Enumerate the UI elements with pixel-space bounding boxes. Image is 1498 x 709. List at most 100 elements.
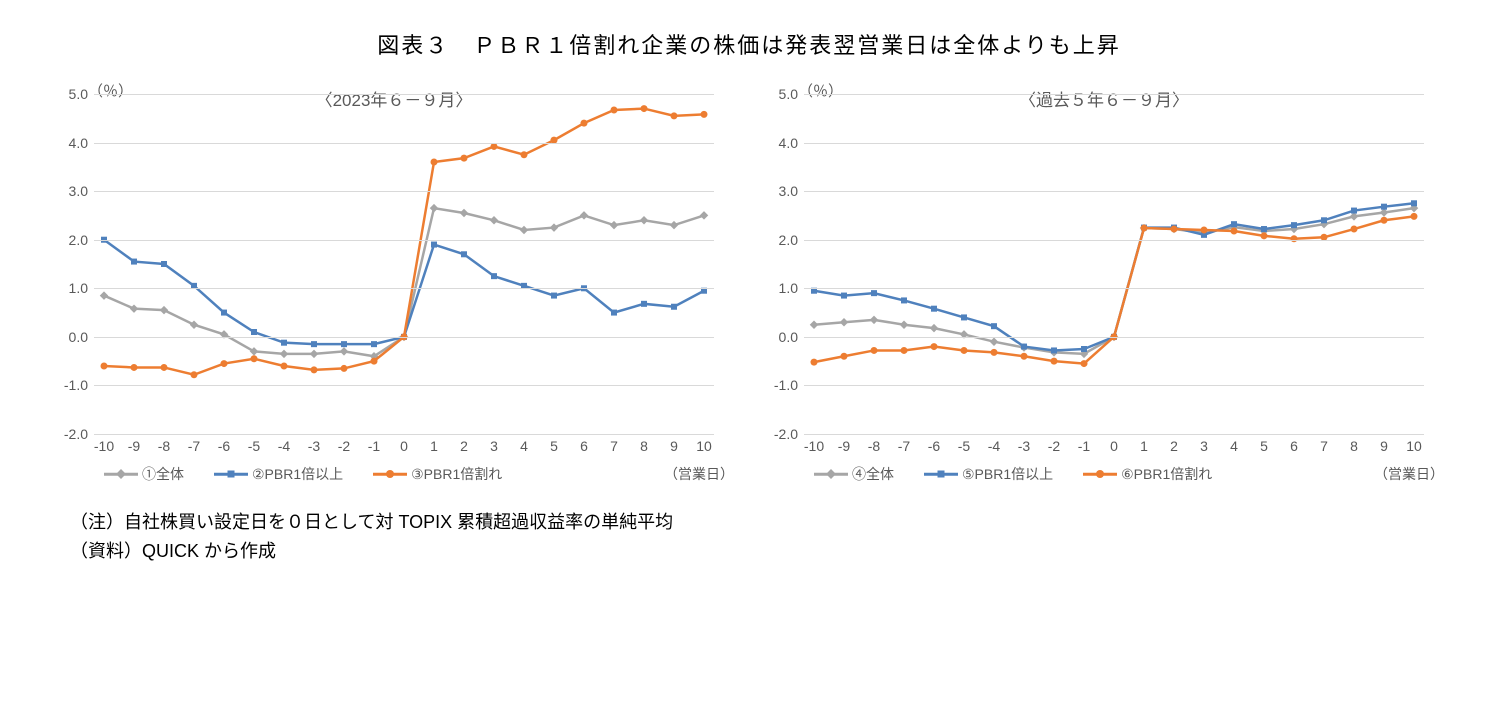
x-tick-label: 4: [1230, 438, 1238, 454]
series-marker: [671, 304, 677, 310]
series-marker: [901, 297, 907, 303]
series-marker: [311, 341, 317, 347]
series-marker: [1411, 200, 1417, 206]
x-tick-label: -1: [1078, 438, 1090, 454]
series-marker: [520, 226, 528, 234]
chart-right-plot: -2.0-1.00.01.02.03.04.05.0: [804, 94, 1424, 434]
series-marker: [1021, 353, 1028, 360]
series-marker: [640, 216, 648, 224]
series-marker: [1171, 226, 1178, 233]
series-marker: [281, 340, 287, 346]
series-marker: [221, 310, 227, 316]
x-tick-label: 0: [400, 438, 408, 454]
series-marker: [811, 359, 818, 366]
series-marker: [310, 350, 318, 358]
series-marker: [611, 310, 617, 316]
series-marker: [460, 209, 468, 217]
y-tick-label: -1.0: [764, 377, 798, 393]
x-tick-label: 2: [460, 438, 468, 454]
y-tick-label: -2.0: [54, 426, 88, 442]
series-marker: [371, 358, 378, 365]
x-tick-label: -6: [218, 438, 230, 454]
series-marker: [1021, 344, 1027, 350]
legend-marker-grey: [814, 468, 848, 480]
series-marker: [900, 320, 908, 328]
y-tick-label: 0.0: [764, 329, 798, 345]
gridline: [804, 385, 1424, 386]
series-marker: [1321, 217, 1327, 223]
series-marker: [251, 355, 258, 362]
x-tick-label: 8: [640, 438, 648, 454]
legend-label: ⑥PBR1倍割れ: [1121, 464, 1212, 484]
legend-label: ④全体: [852, 464, 894, 484]
x-tick-label: 10: [696, 438, 712, 454]
series-marker: [131, 364, 138, 371]
series-marker: [961, 347, 968, 354]
series-marker: [130, 304, 138, 312]
x-tick-label: 1: [430, 438, 438, 454]
series-marker: [700, 211, 708, 219]
x-tick-label: 7: [610, 438, 618, 454]
x-tick-label: -2: [338, 438, 350, 454]
series-marker: [461, 251, 467, 257]
series-marker: [550, 223, 558, 231]
y-tick-label: 1.0: [54, 280, 88, 296]
series-marker: [961, 314, 967, 320]
series-marker: [281, 363, 288, 370]
y-tick-label: 2.0: [54, 232, 88, 248]
series-marker: [581, 120, 588, 127]
xaxis-caption: （営業日）: [1374, 464, 1444, 484]
y-tick-label: 3.0: [54, 183, 88, 199]
series-marker: [221, 360, 228, 367]
series-marker: [1291, 222, 1297, 228]
chart-left: （％） 〈2023年６－９月〉 -2.0-1.00.01.02.03.04.05…: [54, 80, 734, 484]
gridline: [94, 143, 714, 144]
chart-left-legend: ①全体 ②PBR1倍以上 ③PBR1倍割れ （営業日）: [104, 464, 734, 484]
series-marker: [810, 320, 818, 328]
legend-marker-blue: [924, 468, 958, 480]
y-tick-label: 1.0: [764, 280, 798, 296]
series-marker: [611, 107, 618, 114]
x-tick-label: 5: [1260, 438, 1268, 454]
x-tick-label: 1: [1140, 438, 1148, 454]
legend-item-grey: ④全体: [814, 464, 894, 484]
series-marker: [1141, 225, 1148, 232]
series-marker: [930, 324, 938, 332]
series-marker: [871, 347, 878, 354]
x-tick-label: 8: [1350, 438, 1358, 454]
x-tick-label: 6: [1290, 438, 1298, 454]
series-marker: [991, 349, 998, 356]
series-marker: [641, 105, 648, 112]
series-marker: [841, 293, 847, 299]
series-marker: [931, 306, 937, 312]
series-marker: [101, 363, 108, 370]
x-tick-label: -4: [278, 438, 290, 454]
series-marker: [991, 323, 997, 329]
series-marker: [491, 143, 498, 150]
legend-label: ③PBR1倍割れ: [411, 464, 502, 484]
x-tick-label: 9: [670, 438, 678, 454]
legend-item-orange: ③PBR1倍割れ: [373, 464, 502, 484]
series-marker: [1081, 346, 1087, 352]
series-marker: [340, 347, 348, 355]
series-marker: [160, 306, 168, 314]
series-marker: [1351, 226, 1358, 233]
legend-item-blue: ⑤PBR1倍以上: [924, 464, 1053, 484]
chart-right-legend: ④全体 ⑤PBR1倍以上 ⑥PBR1倍割れ （営業日）: [814, 464, 1444, 484]
series-line: [814, 208, 1414, 354]
x-tick-label: 7: [1320, 438, 1328, 454]
series-marker: [870, 316, 878, 324]
gridline: [804, 337, 1424, 338]
x-tick-label: 10: [1406, 438, 1422, 454]
series-marker: [990, 337, 998, 345]
gridline: [94, 191, 714, 192]
y-tick-label: -1.0: [54, 377, 88, 393]
x-tick-label: -8: [158, 438, 170, 454]
gridline: [804, 191, 1424, 192]
series-marker: [1351, 208, 1357, 214]
y-tick-label: 5.0: [54, 86, 88, 102]
series-marker: [670, 221, 678, 229]
series-marker: [1381, 217, 1388, 224]
series-marker: [1411, 213, 1418, 220]
series-marker: [1261, 232, 1268, 239]
